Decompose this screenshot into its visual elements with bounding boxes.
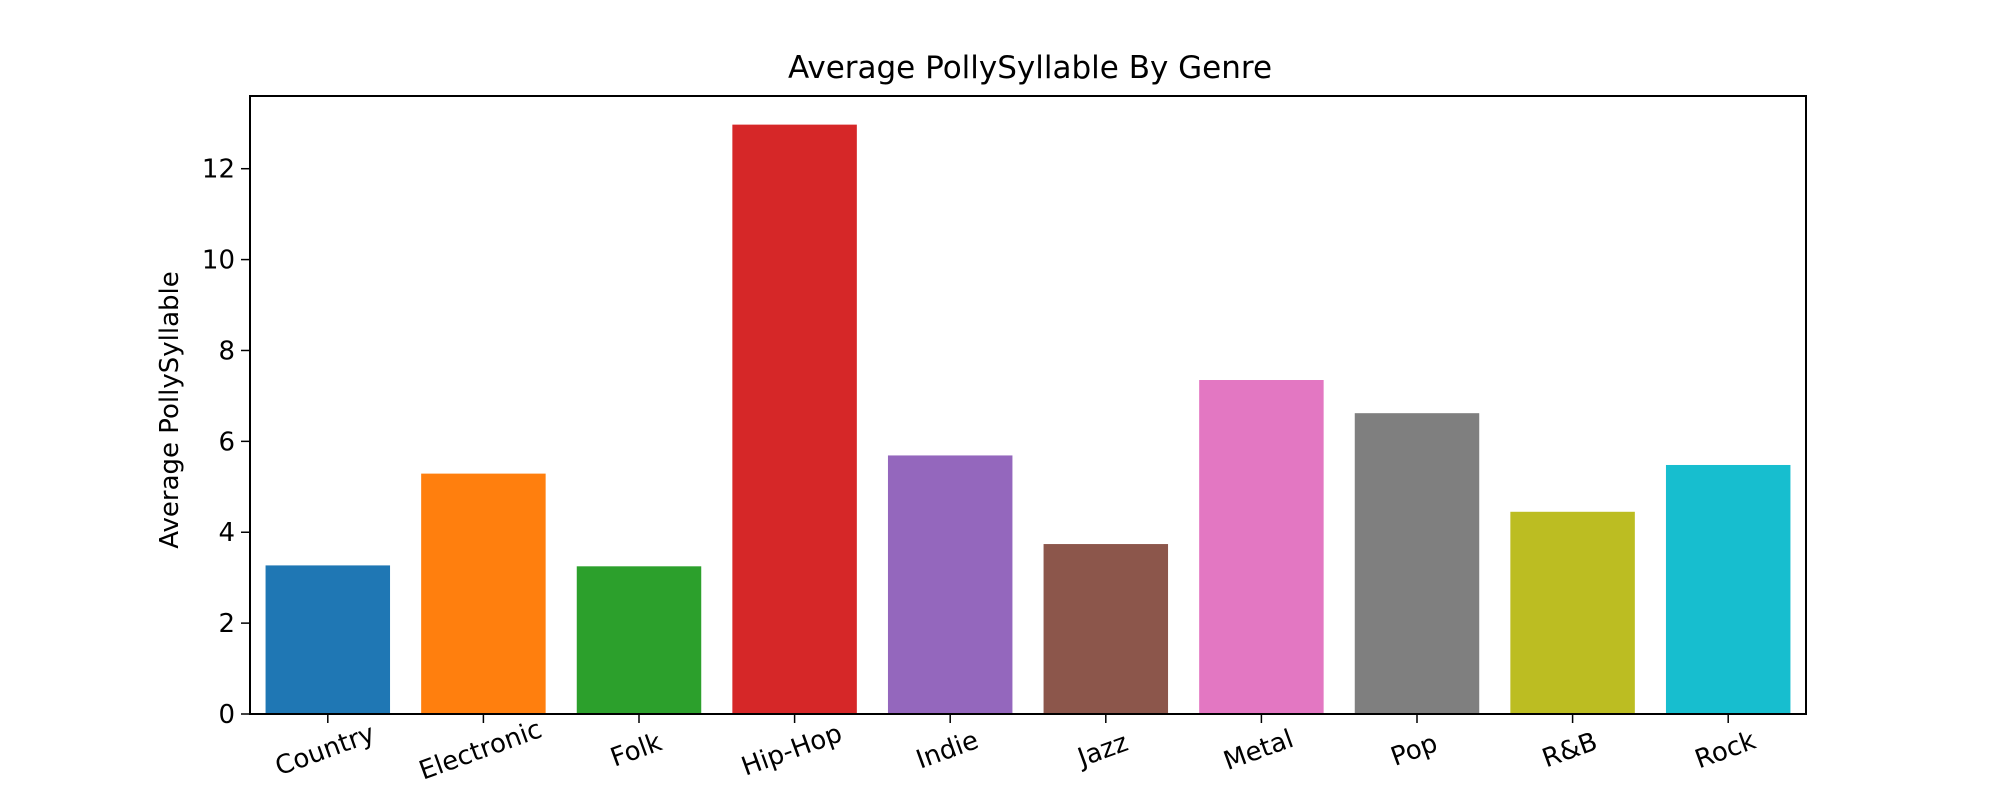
bar-electronic xyxy=(421,473,546,714)
bar-country xyxy=(265,565,391,714)
y-axis-ticks: 0 2 4 6 8 10 12 xyxy=(202,155,250,730)
x-tick-label-randb: R&B xyxy=(1538,727,1601,774)
plot-area-frame xyxy=(249,95,1807,715)
bars-group xyxy=(265,124,1791,715)
bar-jazz xyxy=(1043,544,1169,714)
bar-rock xyxy=(1665,464,1791,714)
x-tick-label-indie: Indie xyxy=(912,725,982,775)
y-tick-label: 12 xyxy=(202,155,235,185)
bar-folk xyxy=(576,566,702,714)
bar-randb xyxy=(1510,511,1635,714)
bar-indie xyxy=(887,455,1013,714)
x-tick-label-jazz: Jazz xyxy=(1072,728,1132,774)
x-tick-label-electronic: Electronic xyxy=(415,714,546,786)
x-tick-label-country: Country xyxy=(271,719,378,783)
x-tick-label-rock: Rock xyxy=(1691,726,1760,775)
y-tick-label: 8 xyxy=(218,336,235,366)
y-tick-label: 10 xyxy=(202,246,235,276)
x-tick-label-pop: Pop xyxy=(1387,728,1442,772)
y-axis-label: Average PollySyllable xyxy=(155,271,185,549)
y-tick-label: 2 xyxy=(218,609,235,639)
x-axis-ticks: Country Electronic Folk Hip-Hop Indie Jazz Met… xyxy=(271,714,1760,786)
x-tick-label-hip-hop: Hip-Hop xyxy=(738,718,847,782)
chart-title: Average PollySyllable By Genre xyxy=(788,50,1272,86)
y-tick-label: 4 xyxy=(218,518,235,548)
x-tick-label-folk: Folk xyxy=(607,727,666,773)
bar-pop xyxy=(1354,413,1480,714)
x-tick-label-metal: Metal xyxy=(1220,724,1298,777)
y-tick-label: 6 xyxy=(218,427,235,457)
y-tick-label: 0 xyxy=(218,700,235,730)
bar-metal xyxy=(1199,380,1324,714)
bar-hip-hop xyxy=(732,124,857,715)
